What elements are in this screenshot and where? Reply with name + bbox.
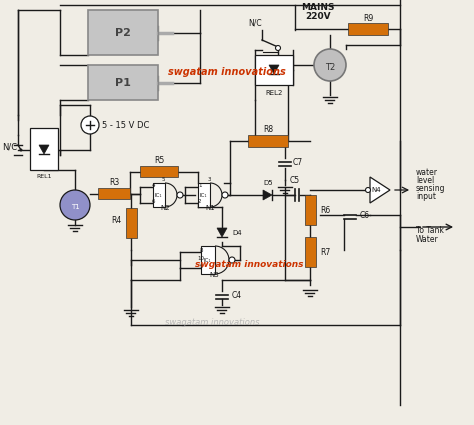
Circle shape xyxy=(81,116,99,134)
Text: N/C: N/C xyxy=(248,18,262,27)
Text: 9: 9 xyxy=(200,264,203,269)
Text: level: level xyxy=(416,176,434,185)
Text: 5: 5 xyxy=(162,177,165,182)
Circle shape xyxy=(60,190,90,220)
Text: water: water xyxy=(416,168,438,177)
Text: C5: C5 xyxy=(290,176,300,185)
Bar xyxy=(248,135,288,147)
Text: P2: P2 xyxy=(115,28,131,38)
Bar xyxy=(98,188,130,199)
Text: R3: R3 xyxy=(109,178,119,187)
Text: T1: T1 xyxy=(71,204,79,210)
Text: T2: T2 xyxy=(325,62,335,71)
Text: REL1: REL1 xyxy=(36,174,52,179)
Polygon shape xyxy=(217,228,227,237)
Circle shape xyxy=(19,148,22,151)
Text: swgatam innovations: swgatam innovations xyxy=(195,260,303,269)
Text: To Tank: To Tank xyxy=(416,226,444,235)
Bar xyxy=(305,237,316,267)
Text: R7: R7 xyxy=(320,247,330,257)
Text: R6: R6 xyxy=(320,206,330,215)
Text: N2: N2 xyxy=(160,205,170,211)
Bar xyxy=(305,195,316,225)
Text: D4: D4 xyxy=(232,230,242,236)
Polygon shape xyxy=(269,65,279,74)
Polygon shape xyxy=(153,183,165,207)
Circle shape xyxy=(314,49,346,81)
Text: 10: 10 xyxy=(197,256,204,261)
Text: C6: C6 xyxy=(360,210,370,219)
Polygon shape xyxy=(39,145,49,154)
Text: 8: 8 xyxy=(200,248,203,253)
Text: R4: R4 xyxy=(111,216,121,225)
Text: N3: N3 xyxy=(209,272,219,278)
Text: C4: C4 xyxy=(232,291,242,300)
Text: N4: N4 xyxy=(371,187,381,193)
Polygon shape xyxy=(370,177,390,203)
Circle shape xyxy=(229,257,235,263)
Text: 1: 1 xyxy=(198,183,201,188)
Text: C7: C7 xyxy=(293,158,303,167)
Bar xyxy=(126,208,137,238)
Text: IC₁: IC₁ xyxy=(203,258,211,263)
Bar xyxy=(140,166,178,177)
Text: REL2: REL2 xyxy=(265,90,283,96)
Text: 4: 4 xyxy=(152,183,155,188)
Circle shape xyxy=(222,192,228,198)
Text: 220V: 220V xyxy=(305,12,331,21)
Text: IC₁: IC₁ xyxy=(154,193,162,198)
Text: IC₁: IC₁ xyxy=(199,193,207,198)
Circle shape xyxy=(177,192,183,198)
Text: D5: D5 xyxy=(263,180,273,186)
Text: input: input xyxy=(416,192,436,201)
Polygon shape xyxy=(198,183,210,207)
Polygon shape xyxy=(263,190,272,200)
Bar xyxy=(255,55,293,85)
Polygon shape xyxy=(201,246,215,274)
Text: MAINS: MAINS xyxy=(301,3,335,12)
Circle shape xyxy=(275,45,281,51)
Text: N/C: N/C xyxy=(2,142,17,151)
Text: swagatam innovations: swagatam innovations xyxy=(165,318,259,327)
Text: R9: R9 xyxy=(363,14,373,23)
Text: 3: 3 xyxy=(208,177,211,182)
Bar xyxy=(30,128,58,170)
Bar xyxy=(88,10,158,55)
Text: Water: Water xyxy=(416,235,439,244)
Bar xyxy=(88,65,158,100)
Text: 5 - 15 V DC: 5 - 15 V DC xyxy=(102,121,149,130)
Text: sensing: sensing xyxy=(416,184,446,193)
Text: N1: N1 xyxy=(205,205,215,211)
Text: 2: 2 xyxy=(198,199,201,204)
Bar xyxy=(348,23,388,35)
Circle shape xyxy=(365,187,371,193)
Text: 6: 6 xyxy=(152,199,155,204)
Text: R8: R8 xyxy=(263,125,273,134)
Text: P1: P1 xyxy=(115,78,131,88)
Text: swgatam innovations: swgatam innovations xyxy=(168,67,286,77)
Text: R5: R5 xyxy=(154,156,164,165)
